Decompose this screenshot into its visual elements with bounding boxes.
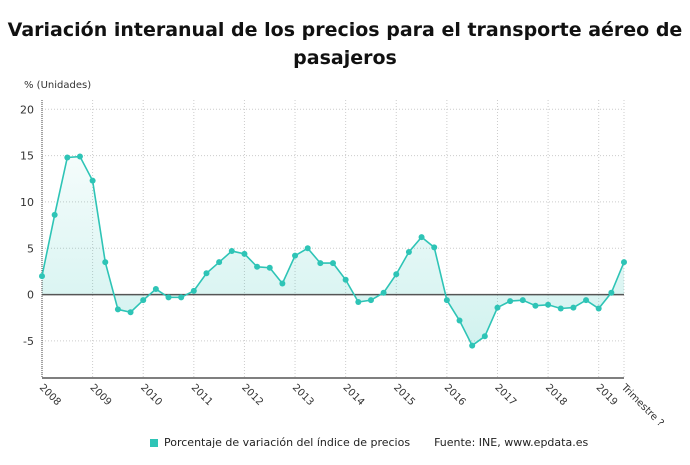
x-tick-label: 2015 (391, 382, 417, 408)
legend-label: Porcentaje de variación del índice de pr… (164, 436, 411, 449)
data-point (456, 317, 463, 324)
data-point (76, 153, 83, 160)
data-point (418, 234, 425, 241)
data-point (102, 259, 109, 266)
area-fill (42, 156, 624, 346)
data-point (380, 289, 387, 296)
data-point (481, 333, 488, 340)
x-tick-label: 2012 (239, 382, 265, 408)
data-point (317, 260, 324, 267)
data-point (292, 252, 299, 259)
data-point (127, 309, 134, 316)
data-point (519, 297, 526, 304)
x-tick-label: Trimestre ? (618, 382, 665, 429)
chart-title: Variación interanual de los precios para… (7, 19, 683, 69)
x-tick-label: 2009 (87, 382, 113, 408)
data-point (583, 297, 590, 304)
data-point (557, 305, 564, 312)
data-point (152, 286, 159, 293)
x-tick-label: 2010 (138, 382, 164, 408)
data-point (494, 304, 501, 311)
data-point (431, 244, 438, 251)
data-point (266, 264, 273, 271)
data-point (507, 298, 514, 305)
data-point (190, 287, 197, 294)
data-point (140, 297, 147, 304)
series-line (41, 155, 625, 347)
y-tick-label: -5 (23, 335, 34, 348)
y-tick-label: 0 (27, 289, 34, 302)
x-tick-label: 2013 (290, 382, 316, 408)
data-point (545, 301, 552, 308)
data-point (405, 248, 412, 255)
data-point (89, 177, 96, 184)
data-point (393, 271, 400, 278)
data-point (304, 245, 311, 252)
legend-swatch (150, 438, 158, 447)
data-point (367, 297, 374, 304)
x-tick-label: 2016 (442, 382, 468, 408)
data-point (342, 276, 349, 283)
source-text: Fuente: INE, www.epdata.es (434, 436, 589, 449)
y-tick-label: 10 (20, 196, 34, 209)
data-point (165, 294, 172, 301)
data-point (443, 297, 450, 304)
data-point (39, 273, 45, 280)
data-point (532, 302, 539, 309)
data-point (595, 305, 602, 312)
legend: Porcentaje de variación del índice de pr… (150, 436, 588, 449)
y-tick-label: 15 (20, 150, 34, 163)
data-point (178, 294, 185, 301)
data-point (228, 248, 235, 255)
data-point (203, 270, 210, 277)
x-tick-label: 2017 (492, 382, 518, 408)
data-point (241, 250, 248, 257)
x-tick-label: 2014 (341, 382, 367, 408)
data-point (469, 342, 476, 349)
x-tick-label: 2019 (594, 382, 620, 408)
data-point (254, 263, 261, 270)
x-tick-label: 2008 (37, 382, 63, 408)
data-point (216, 259, 223, 266)
data-point (608, 289, 615, 296)
y-axis-label: % (Unidades) (24, 80, 92, 91)
data-point (330, 260, 336, 267)
data-point (114, 306, 121, 313)
data-point (51, 211, 58, 218)
data-point (64, 154, 71, 161)
data-point (621, 259, 627, 266)
y-tick-label: 5 (27, 242, 34, 255)
data-point (355, 299, 362, 306)
x-tick-label: 2018 (543, 382, 569, 408)
data-point (570, 304, 577, 311)
data-point (279, 280, 286, 287)
x-tick-label: 2011 (189, 382, 215, 408)
y-tick-label: 20 (20, 103, 34, 116)
